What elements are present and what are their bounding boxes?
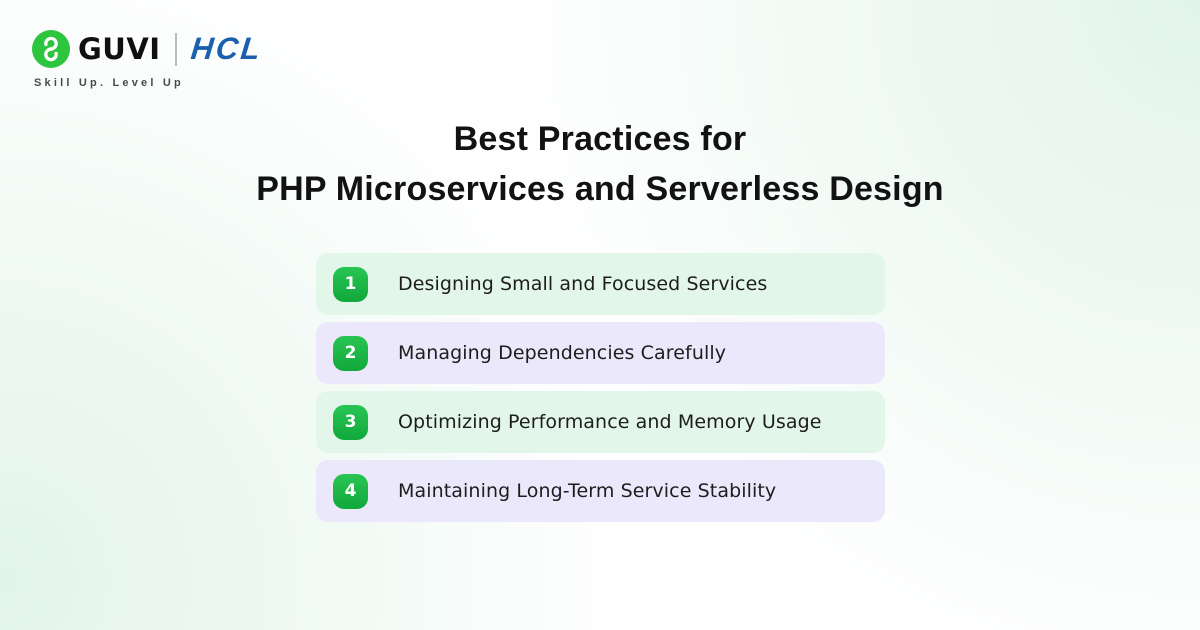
list-item: 1 Designing Small and Focused Services — [316, 253, 885, 315]
list-item: 3 Optimizing Performance and Memory Usag… — [316, 391, 885, 453]
item-number-badge: 1 — [333, 266, 368, 302]
list-item-label: Managing Dependencies Carefully — [398, 342, 727, 364]
page-title: Best Practices for PHP Microservices and… — [0, 114, 1200, 214]
guvi-wordmark: GUVI — [78, 32, 161, 66]
item-number-badge: 3 — [333, 404, 368, 440]
brand-lockup: GUVI HCL Skill Up. Level Up — [32, 30, 264, 89]
list-item: 2 Managing Dependencies Carefully — [316, 322, 885, 384]
guvi-chain-g-icon — [32, 30, 70, 68]
hcl-logo: HCL — [188, 31, 264, 66]
item-number-badge: 2 — [333, 335, 368, 371]
list-item-label: Maintaining Long-Term Service Stability — [398, 480, 777, 502]
list-item-label: Designing Small and Focused Services — [398, 273, 768, 295]
list-item-label: Optimizing Performance and Memory Usage — [398, 411, 822, 433]
best-practices-list: 1 Designing Small and Focused Services 2… — [316, 253, 885, 529]
brand-tagline: Skill Up. Level Up — [34, 77, 184, 89]
brand-logos-row: GUVI HCL — [32, 30, 264, 68]
page-title-line2: PHP Microservices and Serverless Design — [256, 170, 944, 208]
item-number-badge: 4 — [333, 473, 368, 509]
brand-divider — [174, 32, 177, 66]
page-title-line1: Best Practices for — [453, 120, 747, 158]
list-item: 4 Maintaining Long-Term Service Stabilit… — [316, 460, 885, 522]
